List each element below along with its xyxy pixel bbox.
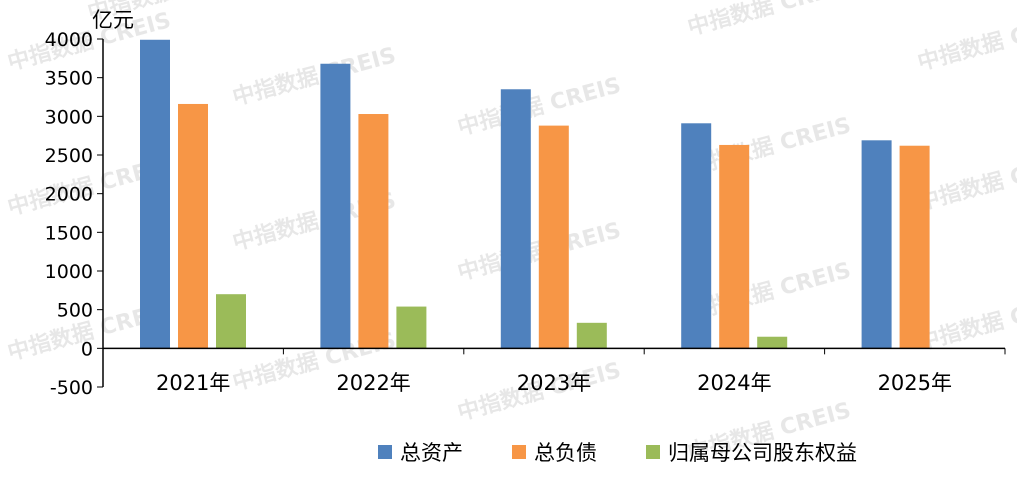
y-tick-label: -500 [50,377,93,399]
bar-2-2022年 [358,114,389,349]
bar-1-2021年 [140,39,170,349]
watermark-text: 中指数据 CREIS [915,7,1017,76]
watermark-text: 中指数据 CREIS [685,0,854,41]
y-tick-label: 3000 [45,106,93,128]
bar-3-2024年 [757,336,788,349]
y-tick-label: 4000 [45,29,93,51]
legend: 总资产 总负债 归属母公司股东权益 [378,441,857,465]
bar-2-2025年 [899,145,930,349]
y-axis-unit-label: 亿元 [92,8,134,32]
legend-label: 总资产 [400,441,463,465]
bar-2-2021年 [178,103,208,349]
legend-swatch [512,445,526,459]
y-tick-label: 1500 [45,222,93,244]
legend-swatch [646,445,660,459]
x-axis-labels: 2021年 2022年 2023年 2024年 2025年 [156,371,952,395]
x-category-label: 2024年 [697,371,771,395]
y-tick-label: 0 [81,338,93,360]
bar-1-2022年 [320,63,351,349]
x-category-label: 2022年 [336,371,410,395]
bar-2-2024年 [719,144,750,349]
x-category-label: 2021年 [156,371,230,395]
bar-3-2022年 [396,306,427,349]
axes [102,39,1006,387]
bar-1-2025年 [861,140,892,349]
bar-1-2023年 [500,89,531,349]
legend-label: 总负债 [534,441,597,465]
bar-3-2021年 [216,294,246,349]
bars [140,39,930,349]
x-category-label: 2025年 [878,371,952,395]
y-tick-label: 2500 [45,145,93,167]
watermark-text: 中指数据 CREIS [915,147,1017,216]
watermark-text: 中指数据 CREIS [915,287,1017,356]
y-tick-label: 3500 [45,68,93,90]
bar-3-2023年 [576,322,607,349]
y-tick-label: 2000 [45,184,93,206]
y-tick-label: 500 [57,300,93,322]
legend-label: 归属母公司股东权益 [668,441,857,465]
y-tick-label: 1000 [45,261,93,283]
bar-1-2024年 [681,123,712,349]
y-axis-ticks: -500 0 500 1000 1500 2000 2500 3000 3500 4000 [45,29,103,399]
legend-swatch [378,445,392,459]
x-category-label: 2023年 [517,371,591,395]
bar-2-2023年 [538,125,569,349]
watermark-text: 中指数据 CREIS [230,42,399,111]
